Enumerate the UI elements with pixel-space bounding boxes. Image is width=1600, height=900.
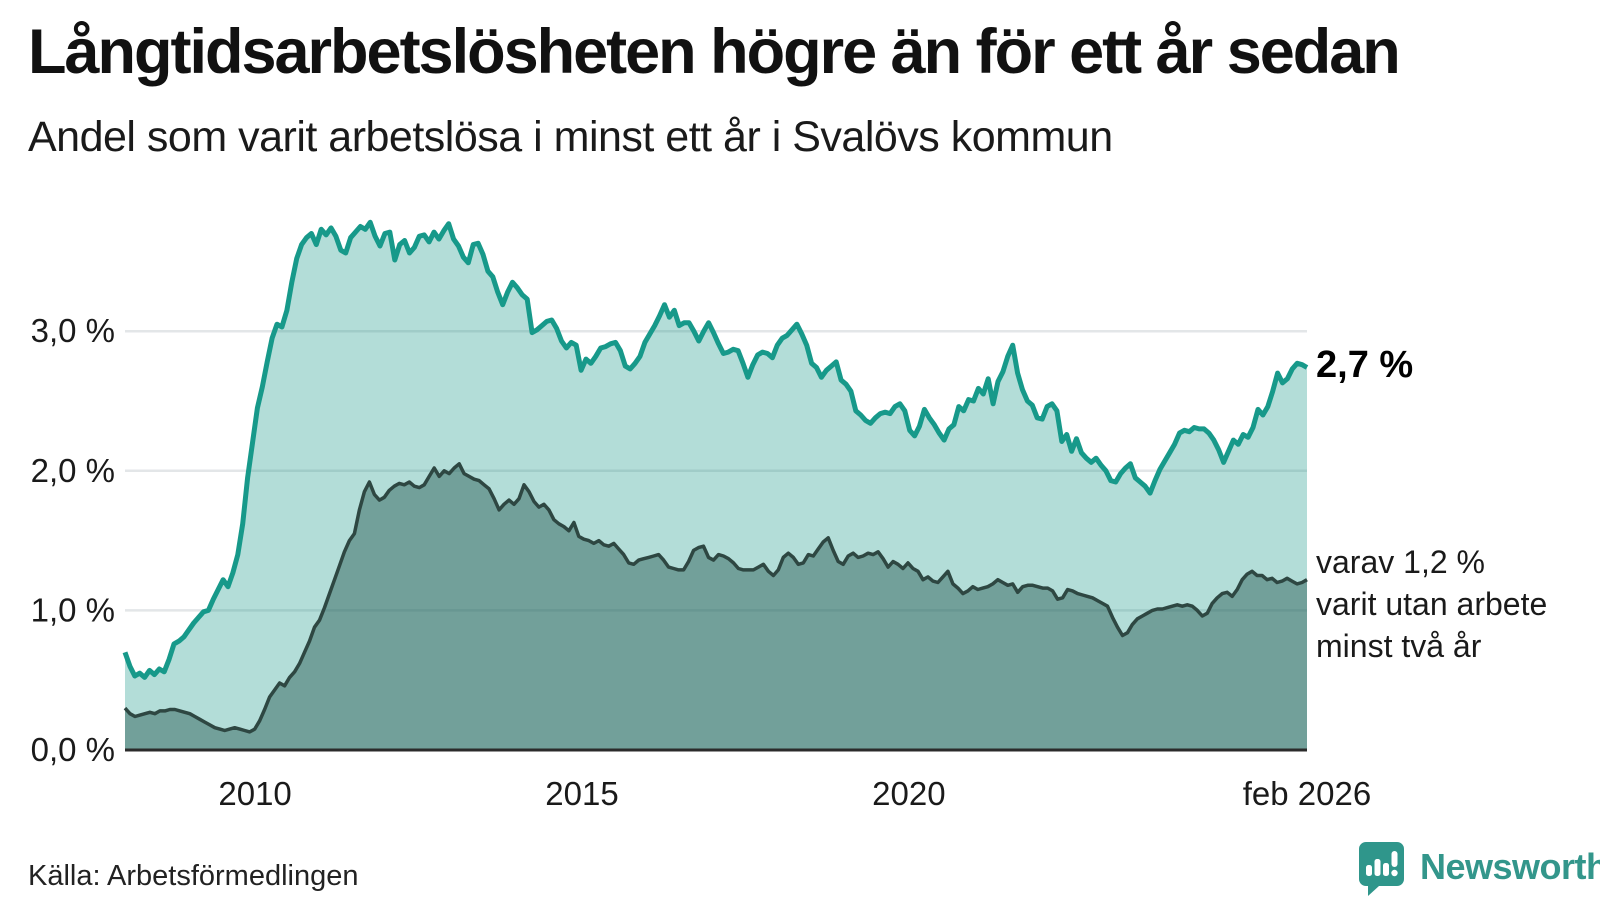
y-tick-label: 3,0 % <box>31 312 115 349</box>
latest-total-label: 2,7 % <box>1316 344 1414 386</box>
y-tick-label: 0,0 % <box>31 731 115 768</box>
line-total <box>122 219 1309 680</box>
area-two-years <box>125 463 1307 750</box>
latest-two-year-line2: varit utan arbete <box>1316 586 1548 622</box>
newsworthy-logo-text: Newsworthy <box>1420 846 1600 887</box>
latest-two-year-line3: minst två år <box>1316 628 1482 664</box>
page-title: Långtidsarbetslösheten högre än för ett … <box>28 17 1401 87</box>
latest-two-year-label: varav 1,2 % varit utan arbete minst två … <box>1316 541 1547 667</box>
x-tick-label: feb 2026 <box>1243 775 1371 812</box>
y-tick-label: 2,0 % <box>31 452 115 489</box>
line-two-years <box>123 462 1308 734</box>
area-total <box>125 222 1307 751</box>
latest-two-year-line1: varav 1,2 % <box>1316 544 1485 580</box>
source-note: Källa: Arbetsförmedlingen <box>28 860 359 892</box>
chart-subtitle: Andel som varit arbetslösa i minst ett å… <box>28 113 1113 161</box>
y-tick-label: 1,0 % <box>31 591 115 628</box>
x-tick-label: 2015 <box>545 775 618 812</box>
newsworthy-logo-icon <box>1359 842 1404 896</box>
x-tick-label: 2010 <box>218 775 291 812</box>
newsworthy-logo: Newsworthy <box>1356 840 1600 898</box>
x-tick-label: 2020 <box>872 775 945 812</box>
